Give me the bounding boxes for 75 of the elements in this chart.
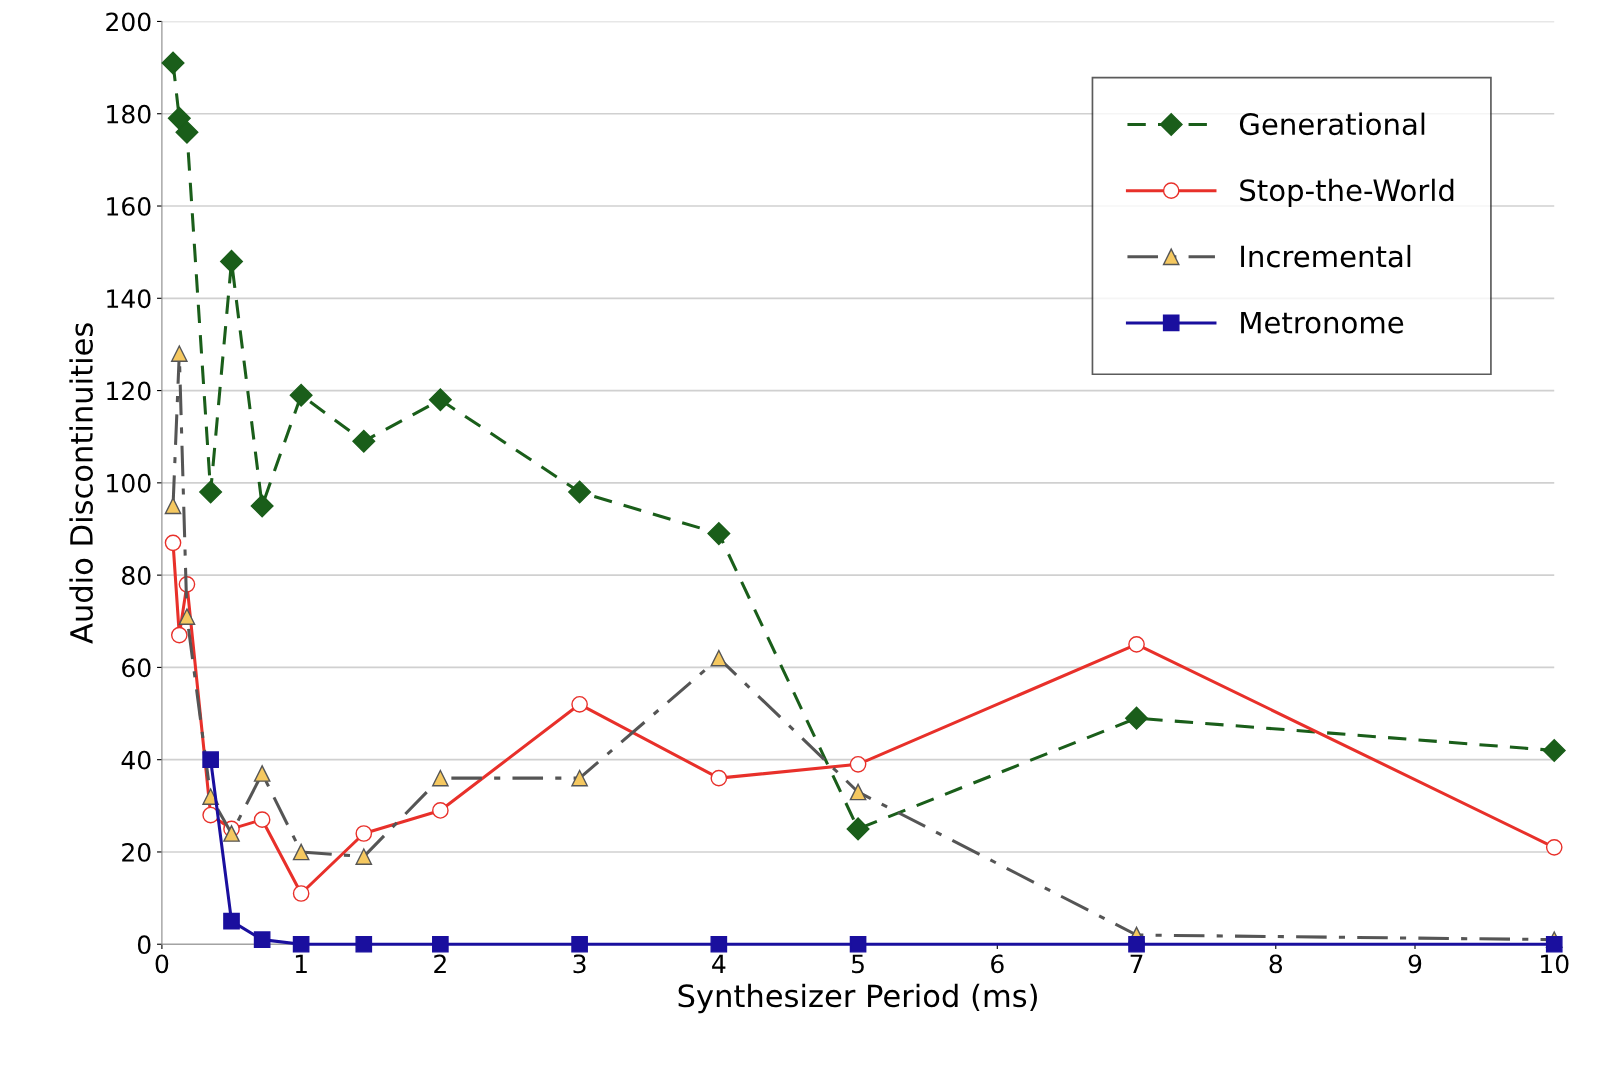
y-tick-label: 120	[107, 381, 151, 401]
y-tick-label: 40	[121, 750, 151, 770]
point	[710, 769, 728, 787]
y-axis-title: Audio Discontinuities	[69, 323, 93, 644]
point	[170, 626, 188, 644]
point	[292, 935, 310, 953]
x-tick-label: 2	[434, 954, 446, 973]
point	[1545, 839, 1563, 856]
point	[355, 825, 373, 842]
point	[1128, 935, 1145, 953]
x-tick-label: 1	[295, 954, 307, 973]
y-tick-label: 100	[107, 473, 151, 493]
point	[202, 751, 219, 769]
point	[428, 388, 452, 412]
point	[352, 429, 376, 453]
point	[292, 885, 310, 902]
x-tick-label: 7	[1130, 954, 1143, 973]
y-tick-label: 80	[122, 566, 151, 585]
legend-label: Metronome	[1241, 311, 1404, 334]
point	[710, 935, 728, 953]
point	[849, 783, 867, 801]
point	[178, 608, 196, 625]
point	[161, 51, 185, 75]
point	[432, 935, 449, 953]
point	[1125, 706, 1149, 730]
point	[849, 755, 867, 773]
point	[1542, 738, 1566, 762]
point	[164, 497, 182, 515]
point	[170, 345, 188, 362]
x-tick-label: 0	[155, 954, 169, 974]
point	[253, 931, 271, 948]
x-tick-label: 6	[991, 954, 1004, 974]
x-tick-label: 5	[852, 954, 864, 974]
y-tick-label: 180	[107, 104, 151, 124]
point	[199, 480, 223, 504]
point	[568, 480, 592, 504]
point	[846, 817, 870, 841]
x-tick-label: 9	[1408, 954, 1422, 974]
y-tick-label: 60	[122, 658, 151, 678]
point	[355, 848, 373, 865]
x-axis-title: Synthesizer Period (ms)	[678, 983, 1037, 1014]
legend-label: Generational	[1239, 112, 1425, 136]
legend-label: Incremental	[1241, 244, 1411, 268]
point	[253, 765, 271, 782]
y-tick-label: 20	[122, 842, 151, 862]
point	[571, 935, 588, 953]
y-tick-label: 160	[107, 196, 151, 216]
x-tick-label: 3	[573, 954, 586, 974]
point	[292, 843, 310, 861]
point	[164, 534, 182, 552]
x-tick-label: 10	[1541, 954, 1569, 974]
legend-label: Stop-the-World	[1240, 178, 1454, 207]
point	[432, 802, 449, 819]
y-tick-label: 200	[106, 12, 151, 32]
point	[1545, 935, 1563, 953]
point	[707, 522, 731, 546]
x-tick-label: 8	[1269, 954, 1283, 974]
point	[175, 120, 199, 144]
point	[253, 811, 271, 828]
point	[849, 935, 867, 953]
point	[167, 106, 191, 130]
point	[571, 769, 588, 787]
point	[220, 249, 244, 273]
point	[571, 695, 588, 713]
point	[1128, 636, 1145, 653]
point	[223, 912, 240, 930]
point	[355, 935, 373, 953]
x-tick-label: 4	[712, 954, 726, 973]
point	[250, 494, 274, 518]
point	[710, 649, 728, 667]
point	[223, 825, 240, 842]
y-tick-label: 140	[107, 289, 151, 309]
point	[432, 769, 449, 787]
y-tick-label: 0	[137, 935, 151, 955]
point	[289, 383, 313, 407]
